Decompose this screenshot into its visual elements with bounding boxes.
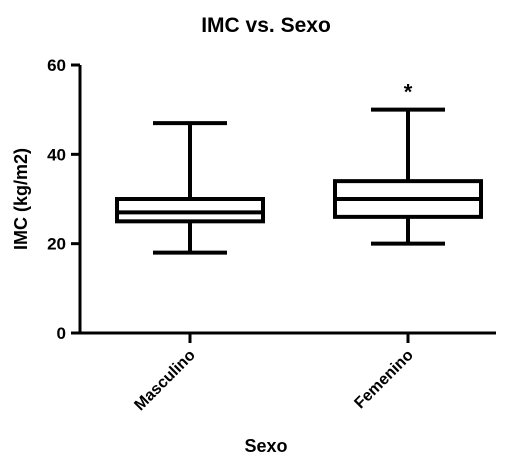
chart-title: IMC vs. Sexo (201, 14, 331, 37)
boxes: * (115, 80, 483, 255)
significance-marker: * (404, 80, 413, 105)
y-ticks: 0 20 40 60 (47, 56, 80, 343)
y-axis: 0 20 40 60 (47, 56, 82, 343)
x-category-label: Masculino (131, 347, 199, 415)
x-category-label: Femenino (351, 347, 417, 413)
iqr-box (115, 197, 265, 224)
y-tick-label: 40 (47, 145, 66, 164)
x-ticks: Masculino Femenino (131, 333, 417, 414)
y-tick-label: 60 (47, 56, 66, 75)
box-femenino: * (333, 80, 483, 246)
y-tick-label: 0 (57, 324, 66, 343)
x-axis: Masculino Femenino (79, 331, 496, 414)
y-axis-label: IMC (kg/m2) (11, 148, 31, 250)
y-tick-label: 20 (47, 235, 66, 254)
x-axis-label: Sexo (244, 436, 287, 456)
box-masculino (115, 121, 265, 255)
